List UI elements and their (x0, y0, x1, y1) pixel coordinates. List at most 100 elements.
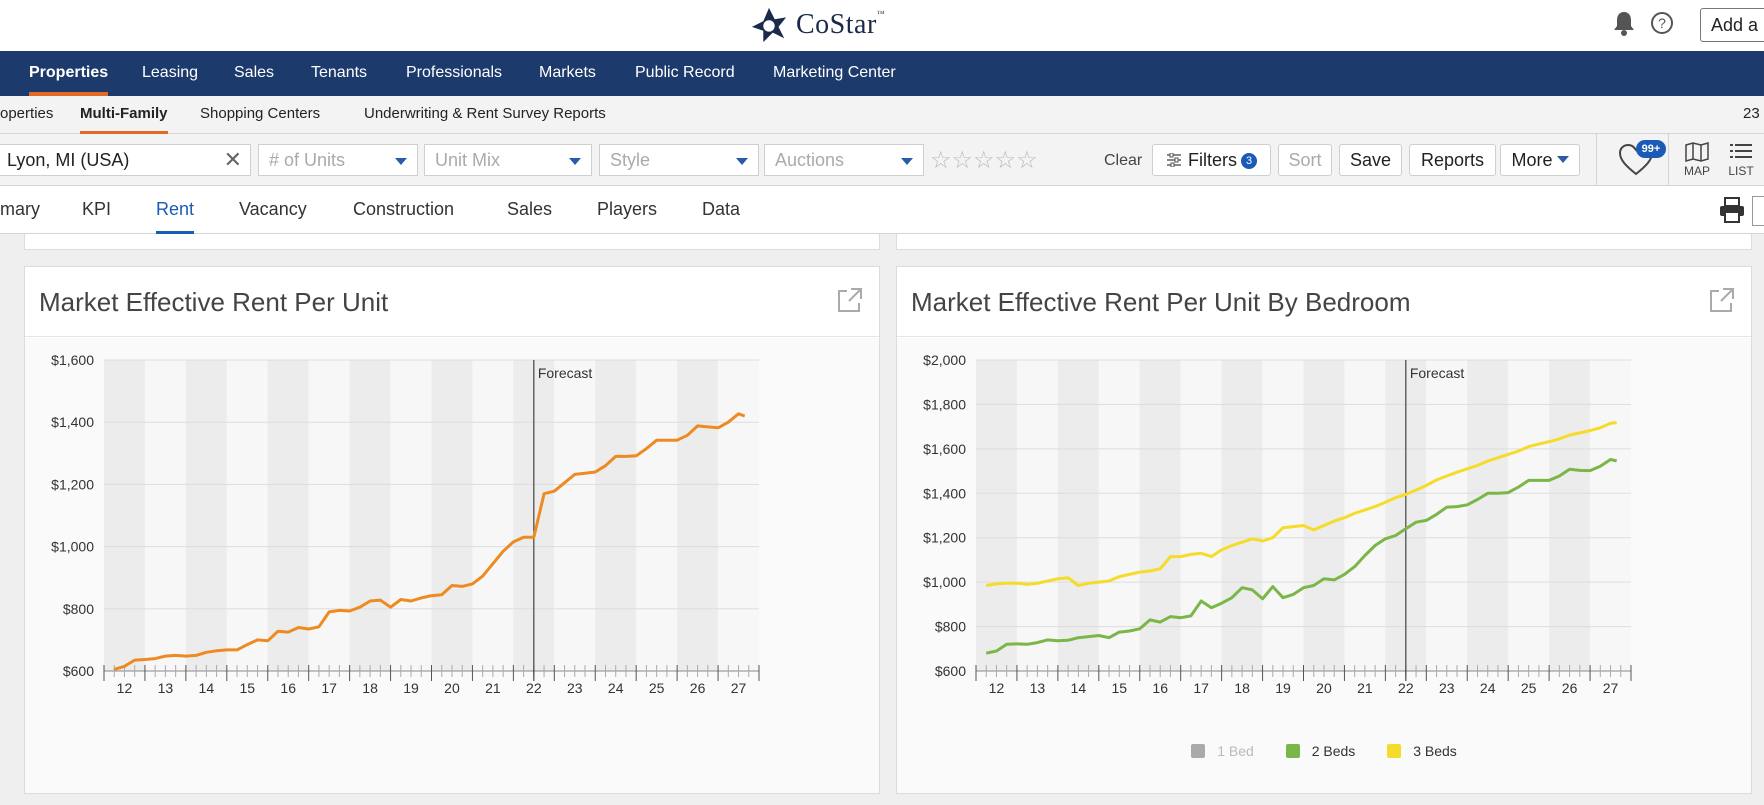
year-band (1180, 360, 1222, 671)
svg-text:?: ? (1658, 15, 1666, 31)
x-tick-label: 25 (1521, 680, 1537, 696)
legend-item[interactable]: 1 Bed (1191, 743, 1254, 759)
y-tick-label: $600 (935, 663, 966, 679)
bell-icon[interactable] (1612, 10, 1636, 36)
unit-mix-select[interactable]: Unit Mix (424, 144, 592, 176)
tab-construction[interactable]: Construction (353, 199, 455, 219)
nav-tenants[interactable]: Tenants (311, 64, 368, 81)
location-value: Lyon, MI (USA) (7, 150, 130, 170)
year-band (349, 360, 391, 671)
x-tick-label: 14 (199, 680, 215, 696)
chart-legend: 1 Bed 2 Beds 3 Beds (897, 743, 1751, 759)
nav-public-record[interactable]: Public Record (635, 64, 735, 81)
location-input[interactable]: Lyon, MI (USA) ✕ (0, 144, 251, 176)
units-placeholder: # of Units (269, 150, 346, 170)
subnav-multi-family[interactable]: Multi-Family (80, 96, 168, 134)
unit-mix-placeholder: Unit Mix (435, 150, 501, 170)
reports-button[interactable]: Reports (1409, 144, 1496, 176)
clear-button[interactable]: Clear (1104, 152, 1143, 169)
legend-item[interactable]: 2 Beds (1285, 743, 1356, 759)
nav-properties[interactable]: Properties (29, 51, 109, 96)
divider (1596, 134, 1597, 186)
legend-label: 3 Beds (1413, 743, 1457, 759)
expand-icon[interactable] (837, 287, 863, 313)
costar-logo[interactable]: CoStar™ (750, 6, 885, 44)
x-tick-label: 27 (731, 680, 747, 696)
year-band (1057, 360, 1099, 671)
chevron-down-icon (395, 158, 407, 165)
list-label: LIST (1728, 164, 1754, 178)
series-line-rent (113, 412, 746, 671)
nav-professionals[interactable]: Professionals (406, 64, 503, 81)
x-tick-label: 12 (117, 680, 133, 696)
tab-summary[interactable]: mary (0, 199, 40, 219)
tab-sales[interactable]: Sales (507, 199, 553, 219)
nav-marketing-center[interactable]: Marketing Center (773, 64, 896, 81)
filters-label: Filters (1188, 150, 1237, 170)
panel-toggle[interactable] (1752, 196, 1764, 226)
year-band (677, 360, 719, 671)
map-view-button[interactable]: MAP (1677, 142, 1717, 178)
add-button[interactable]: Add a l (1700, 8, 1764, 42)
year-band (718, 360, 759, 671)
style-select[interactable]: Style (599, 144, 759, 176)
y-tick-label: $1,400 (923, 485, 966, 501)
x-tick-label: 20 (1316, 680, 1332, 696)
help-icon[interactable]: ? (1650, 11, 1674, 35)
year-band (1098, 360, 1140, 671)
nav-leasing[interactable]: Leasing (142, 64, 199, 81)
subnav-shopping-centers[interactable]: Shopping Centers (200, 105, 321, 122)
save-button[interactable]: Save (1339, 144, 1402, 176)
clear-location-icon[interactable]: ✕ (223, 147, 242, 172)
x-tick-label: 17 (1193, 680, 1209, 696)
auctions-placeholder: Auctions (775, 150, 845, 170)
year-band (1467, 360, 1509, 671)
year-band (1508, 360, 1550, 671)
tab-vacancy[interactable]: Vacancy (239, 199, 307, 219)
tab-rent[interactable]: Rent (156, 186, 195, 234)
nav-sales[interactable]: Sales (234, 64, 275, 81)
forecast-label: Forecast (1410, 365, 1465, 381)
year-band (104, 360, 145, 671)
series-line-2-beds (985, 458, 1618, 655)
subnav-underwriting-reports[interactable]: Underwriting & Rent Survey Reports (364, 105, 606, 122)
legend-item[interactable]: 3 Beds (1387, 743, 1457, 759)
x-tick-label: 15 (239, 680, 255, 696)
list-view-button[interactable]: LIST (1721, 142, 1761, 178)
forecast-label: Forecast (538, 365, 593, 381)
y-tick-label: $1,600 (51, 352, 94, 368)
more-button[interactable]: More (1500, 144, 1580, 176)
x-tick-label: 20 (444, 680, 460, 696)
star-rating-filter[interactable]: ☆☆☆☆☆ (930, 147, 1038, 174)
series-line-3-beds (985, 421, 1617, 587)
nav-markets[interactable]: Markets (539, 64, 596, 81)
sort-button[interactable]: Sort (1278, 144, 1332, 176)
year-band (472, 360, 514, 671)
legend-label: 2 Beds (1311, 743, 1356, 759)
card-title: Market Effective Rent Per Unit (39, 287, 389, 317)
print-icon[interactable] (1718, 196, 1746, 224)
tab-players[interactable]: Players (597, 199, 658, 219)
auctions-select[interactable]: Auctions (764, 144, 924, 176)
x-tick-label: 27 (1603, 680, 1619, 696)
x-tick-label: 23 (567, 680, 583, 696)
y-tick-label: $2,000 (923, 352, 966, 368)
chevron-down-icon (1556, 156, 1569, 163)
x-tick-label: 16 (1152, 680, 1168, 696)
main-nav: Properties Leasing Sales Tenants Profess… (0, 51, 1764, 96)
costar-star-icon (751, 7, 787, 43)
filters-button[interactable]: Filters 3 (1152, 144, 1271, 176)
map-icon (1685, 142, 1709, 162)
units-select[interactable]: # of Units (258, 144, 418, 176)
year-band (226, 360, 268, 671)
subnav-properties[interactable]: operties (0, 105, 54, 122)
y-tick-label: $1,600 (923, 441, 966, 457)
x-tick-label: 19 (403, 680, 419, 696)
legend-swatch (1285, 744, 1300, 758)
tab-kpi[interactable]: KPI (82, 199, 112, 219)
style-placeholder: Style (610, 150, 651, 170)
chevron-down-icon (569, 158, 581, 165)
year-band (1139, 360, 1181, 671)
expand-icon[interactable] (1709, 287, 1735, 313)
tab-data[interactable]: Data (702, 199, 741, 219)
